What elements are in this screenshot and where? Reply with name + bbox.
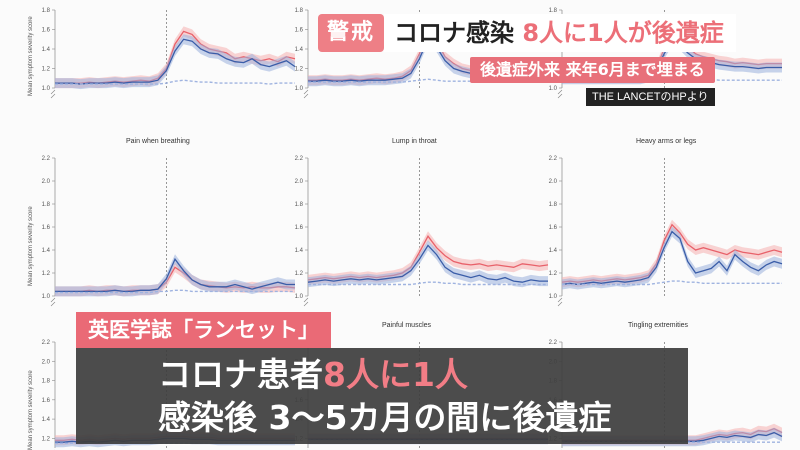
- y-tick-label: 2.0: [42, 179, 51, 185]
- y-tick-label: 1.8: [549, 8, 558, 14]
- series-line-baseline: [55, 289, 295, 294]
- y-tick-label: 2.0: [549, 179, 558, 185]
- confidence-band-control: [308, 240, 548, 288]
- caption-line-1-highlight: 8人に1人: [323, 355, 468, 394]
- y-tick-label: 1.8: [295, 8, 304, 14]
- headline-subtitle: 後遺症外来 来年6月まで埋まる: [470, 57, 715, 83]
- headline-highlight: 8人に1人が後遺症: [522, 19, 724, 47]
- y-tick-label: 2.2: [42, 156, 51, 162]
- y-tick-label: 1.0: [42, 294, 51, 300]
- y-tick-label: 1.4: [42, 417, 51, 423]
- y-tick-label: 1.8: [42, 8, 51, 14]
- y-tick-label: 2.2: [549, 156, 558, 162]
- y-tick-label: 1.6: [549, 225, 558, 231]
- y-tick-label: 1.6: [295, 28, 304, 34]
- confidence-band-control: [562, 226, 782, 290]
- caption-line-1: コロナ患者8人に1人: [158, 353, 468, 397]
- series-line-control: [307, 244, 548, 283]
- y-tick-label: 2.0: [42, 359, 51, 365]
- confidence-band-control: [55, 254, 295, 297]
- y-tick-label: 1.2: [42, 436, 51, 442]
- series-line-control: [561, 230, 783, 286]
- headline-prefix: コロナ感染: [394, 19, 523, 47]
- y-tick-label: 1.8: [42, 379, 51, 385]
- y-tick-label: 2.2: [295, 156, 304, 162]
- y-tick-label: 2.0: [295, 179, 304, 185]
- axis-break-icon: [557, 297, 563, 307]
- y-axis-label-row1: Mean symptom severity score: [28, 16, 34, 96]
- y-tick-label: 1.2: [295, 271, 304, 277]
- y-tick-label: 1.0: [295, 86, 304, 92]
- source-credit: THE LANCETのHPより: [586, 88, 715, 106]
- y-tick-label: 1.0: [42, 86, 51, 92]
- y-tick-label: 1.6: [42, 28, 51, 34]
- y-tick-label: 1.4: [295, 47, 304, 53]
- series-line-baseline: [308, 281, 548, 286]
- y-tick-label: 1.2: [42, 271, 51, 277]
- y-tick-label: 1.4: [295, 248, 304, 254]
- y-tick-label: 1.4: [42, 47, 51, 53]
- axis-break-icon: [50, 89, 56, 99]
- y-tick-label: 1.0: [549, 294, 558, 300]
- y-tick-label: 1.0: [549, 86, 558, 92]
- y-tick-label: 1.4: [549, 248, 558, 254]
- y-tick-label: 2.2: [549, 340, 558, 346]
- caption-line-1-prefix: コロナ患者: [158, 355, 323, 394]
- panel-title-painful-muscles: Painful muscles: [382, 322, 432, 329]
- y-tick-label: 1.0: [295, 294, 304, 300]
- caption-box: [76, 348, 688, 444]
- y-tick-label: 1.8: [549, 202, 558, 208]
- y-tick-label: 1.6: [42, 398, 51, 404]
- series-line-control: [55, 257, 295, 293]
- y-axis-label-row2: Mean symptom severity score: [28, 206, 34, 286]
- caption-tag: 英医学誌「ランセット」: [76, 312, 331, 348]
- y-tick-label: 1.8: [295, 202, 304, 208]
- axis-break-icon: [303, 89, 309, 99]
- axis-break-icon: [557, 89, 563, 99]
- panel-title-heavy-arms-or-legs: Heavy arms or legs: [636, 138, 697, 145]
- series-line-baseline: [55, 79, 295, 85]
- y-tick-label: 1.2: [42, 67, 51, 73]
- y-tick-label: 1.2: [295, 67, 304, 73]
- y-tick-label: 2.2: [42, 340, 51, 346]
- panel-title-lump-in-throat: Lump in throat: [392, 138, 437, 145]
- panel-title-pain-when-breathing: Pain when breathing: [126, 138, 190, 145]
- y-tick-label: 1.8: [42, 202, 51, 208]
- series-line-control: [55, 38, 296, 85]
- headline-title: コロナ感染 8人に1人が後遺症: [384, 14, 736, 52]
- panel-title-tingling-extremities: Tingling extremities: [628, 322, 689, 329]
- confidence-band-covid: [308, 231, 548, 285]
- y-tick-label: 1.6: [42, 225, 51, 231]
- series-line-baseline: [562, 280, 782, 286]
- caption-line-2: 感染後 3〜5カ月の間に後遺症: [158, 398, 612, 437]
- axis-break-icon: [50, 297, 56, 307]
- y-axis-label-row3: Mean symptom severity score: [28, 370, 34, 450]
- axis-break-icon: [303, 297, 309, 307]
- alert-badge: 警戒: [318, 14, 384, 52]
- y-tick-label: 1.2: [549, 271, 558, 277]
- y-tick-label: 1.4: [42, 248, 51, 254]
- y-tick-label: 1.6: [295, 225, 304, 231]
